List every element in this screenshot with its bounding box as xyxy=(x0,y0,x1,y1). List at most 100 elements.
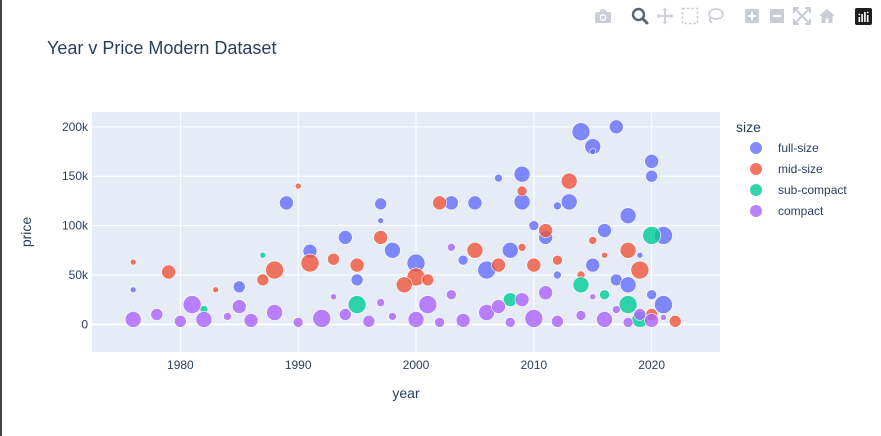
pan-icon[interactable] xyxy=(652,6,677,26)
data-point[interactable] xyxy=(633,308,647,321)
data-point[interactable] xyxy=(384,241,401,259)
data-point[interactable] xyxy=(517,243,527,252)
data-point[interactable] xyxy=(174,315,187,328)
data-point[interactable] xyxy=(619,276,637,294)
data-point[interactable] xyxy=(232,280,246,294)
legend-item-sub-compact[interactable]: sub-compact xyxy=(750,183,847,197)
data-point[interactable] xyxy=(645,169,658,183)
data-point[interactable] xyxy=(330,293,337,300)
data-point[interactable] xyxy=(446,289,457,301)
data-point[interactable] xyxy=(553,270,562,280)
data-point[interactable] xyxy=(668,315,682,328)
data-point[interactable] xyxy=(560,193,578,211)
data-point[interactable] xyxy=(660,314,667,321)
box-select-icon[interactable] xyxy=(677,6,702,26)
data-point[interactable] xyxy=(388,312,397,321)
legend-item-full-size[interactable]: full-size xyxy=(750,141,819,155)
data-point[interactable] xyxy=(516,185,528,197)
data-point[interactable] xyxy=(418,295,438,314)
data-point[interactable] xyxy=(585,257,601,273)
data-point[interactable] xyxy=(447,243,456,252)
data-point[interactable] xyxy=(223,312,232,321)
data-point[interactable] xyxy=(376,298,385,307)
data-point[interactable] xyxy=(514,292,530,307)
data-point[interactable] xyxy=(292,317,304,328)
data-point[interactable] xyxy=(513,165,531,183)
data-point[interactable] xyxy=(491,299,506,314)
data-point[interactable] xyxy=(589,293,597,300)
plot-area[interactable] xyxy=(92,112,720,352)
data-point[interactable] xyxy=(646,289,657,301)
data-point[interactable] xyxy=(622,317,634,328)
data-point[interactable] xyxy=(494,173,503,183)
data-point[interactable] xyxy=(619,241,637,259)
data-point[interactable] xyxy=(612,305,621,314)
data-point[interactable] xyxy=(129,258,137,266)
lasso-select-icon[interactable] xyxy=(702,6,727,26)
data-point[interactable] xyxy=(150,308,164,321)
legend-item-mid-size[interactable]: mid-size xyxy=(750,162,823,176)
data-point[interactable] xyxy=(630,260,650,280)
data-point[interactable] xyxy=(504,317,516,328)
data-point[interactable] xyxy=(589,148,597,155)
legend-item-compact[interactable]: compact xyxy=(750,204,824,218)
data-point[interactable] xyxy=(300,253,320,273)
data-point[interactable] xyxy=(455,313,471,328)
data-point[interactable] xyxy=(575,310,587,321)
data-point[interactable] xyxy=(395,276,413,294)
data-point[interactable] xyxy=(407,311,425,328)
data-point[interactable] xyxy=(526,257,542,273)
data-point[interactable] xyxy=(374,197,387,211)
data-point[interactable] xyxy=(553,201,562,211)
data-point[interactable] xyxy=(619,207,637,225)
data-point[interactable] xyxy=(373,230,388,245)
data-point[interactable] xyxy=(467,195,483,211)
data-point[interactable] xyxy=(327,252,340,266)
data-point[interactable] xyxy=(644,313,659,328)
data-point[interactable] xyxy=(524,309,544,328)
data-point[interactable] xyxy=(421,273,435,287)
data-point[interactable] xyxy=(294,182,302,190)
home-icon[interactable] xyxy=(814,6,839,26)
data-point[interactable] xyxy=(551,315,564,328)
data-point[interactable] xyxy=(642,226,661,245)
data-point[interactable] xyxy=(560,172,578,190)
data-point[interactable] xyxy=(466,241,484,259)
data-point[interactable] xyxy=(195,311,213,328)
data-point[interactable] xyxy=(265,260,284,280)
data-point[interactable] xyxy=(528,220,540,231)
data-point[interactable] xyxy=(339,308,352,321)
data-point[interactable] xyxy=(279,195,294,211)
data-point[interactable] xyxy=(618,295,638,314)
data-point[interactable] xyxy=(538,223,553,238)
data-point[interactable] xyxy=(491,257,506,273)
zoom-out-icon[interactable] xyxy=(764,6,789,26)
data-point[interactable] xyxy=(362,315,376,328)
data-point[interactable] xyxy=(636,251,644,259)
data-point[interactable] xyxy=(432,195,447,211)
data-point[interactable] xyxy=(212,286,220,294)
data-point[interactable] xyxy=(129,286,137,294)
data-point[interactable] xyxy=(644,154,659,169)
data-point[interactable] xyxy=(349,257,365,273)
data-point[interactable] xyxy=(256,273,270,287)
data-point[interactable] xyxy=(124,311,142,328)
data-point[interactable] xyxy=(572,276,590,294)
data-point[interactable] xyxy=(266,304,283,321)
data-point[interactable] xyxy=(243,313,259,328)
zoom-icon[interactable] xyxy=(627,6,652,26)
data-point[interactable] xyxy=(457,254,469,266)
data-point[interactable] xyxy=(377,217,384,224)
data-point[interactable] xyxy=(182,295,202,314)
data-point[interactable] xyxy=(571,122,591,142)
data-point[interactable] xyxy=(596,311,613,328)
data-point[interactable] xyxy=(597,223,612,238)
camera-icon[interactable] xyxy=(590,6,615,26)
data-point[interactable] xyxy=(552,254,563,266)
data-point[interactable] xyxy=(350,273,364,287)
data-point[interactable] xyxy=(588,236,598,245)
data-point[interactable] xyxy=(161,264,176,280)
autoscale-icon[interactable] xyxy=(789,6,814,26)
data-point[interactable] xyxy=(609,119,624,135)
data-point[interactable] xyxy=(538,285,553,301)
